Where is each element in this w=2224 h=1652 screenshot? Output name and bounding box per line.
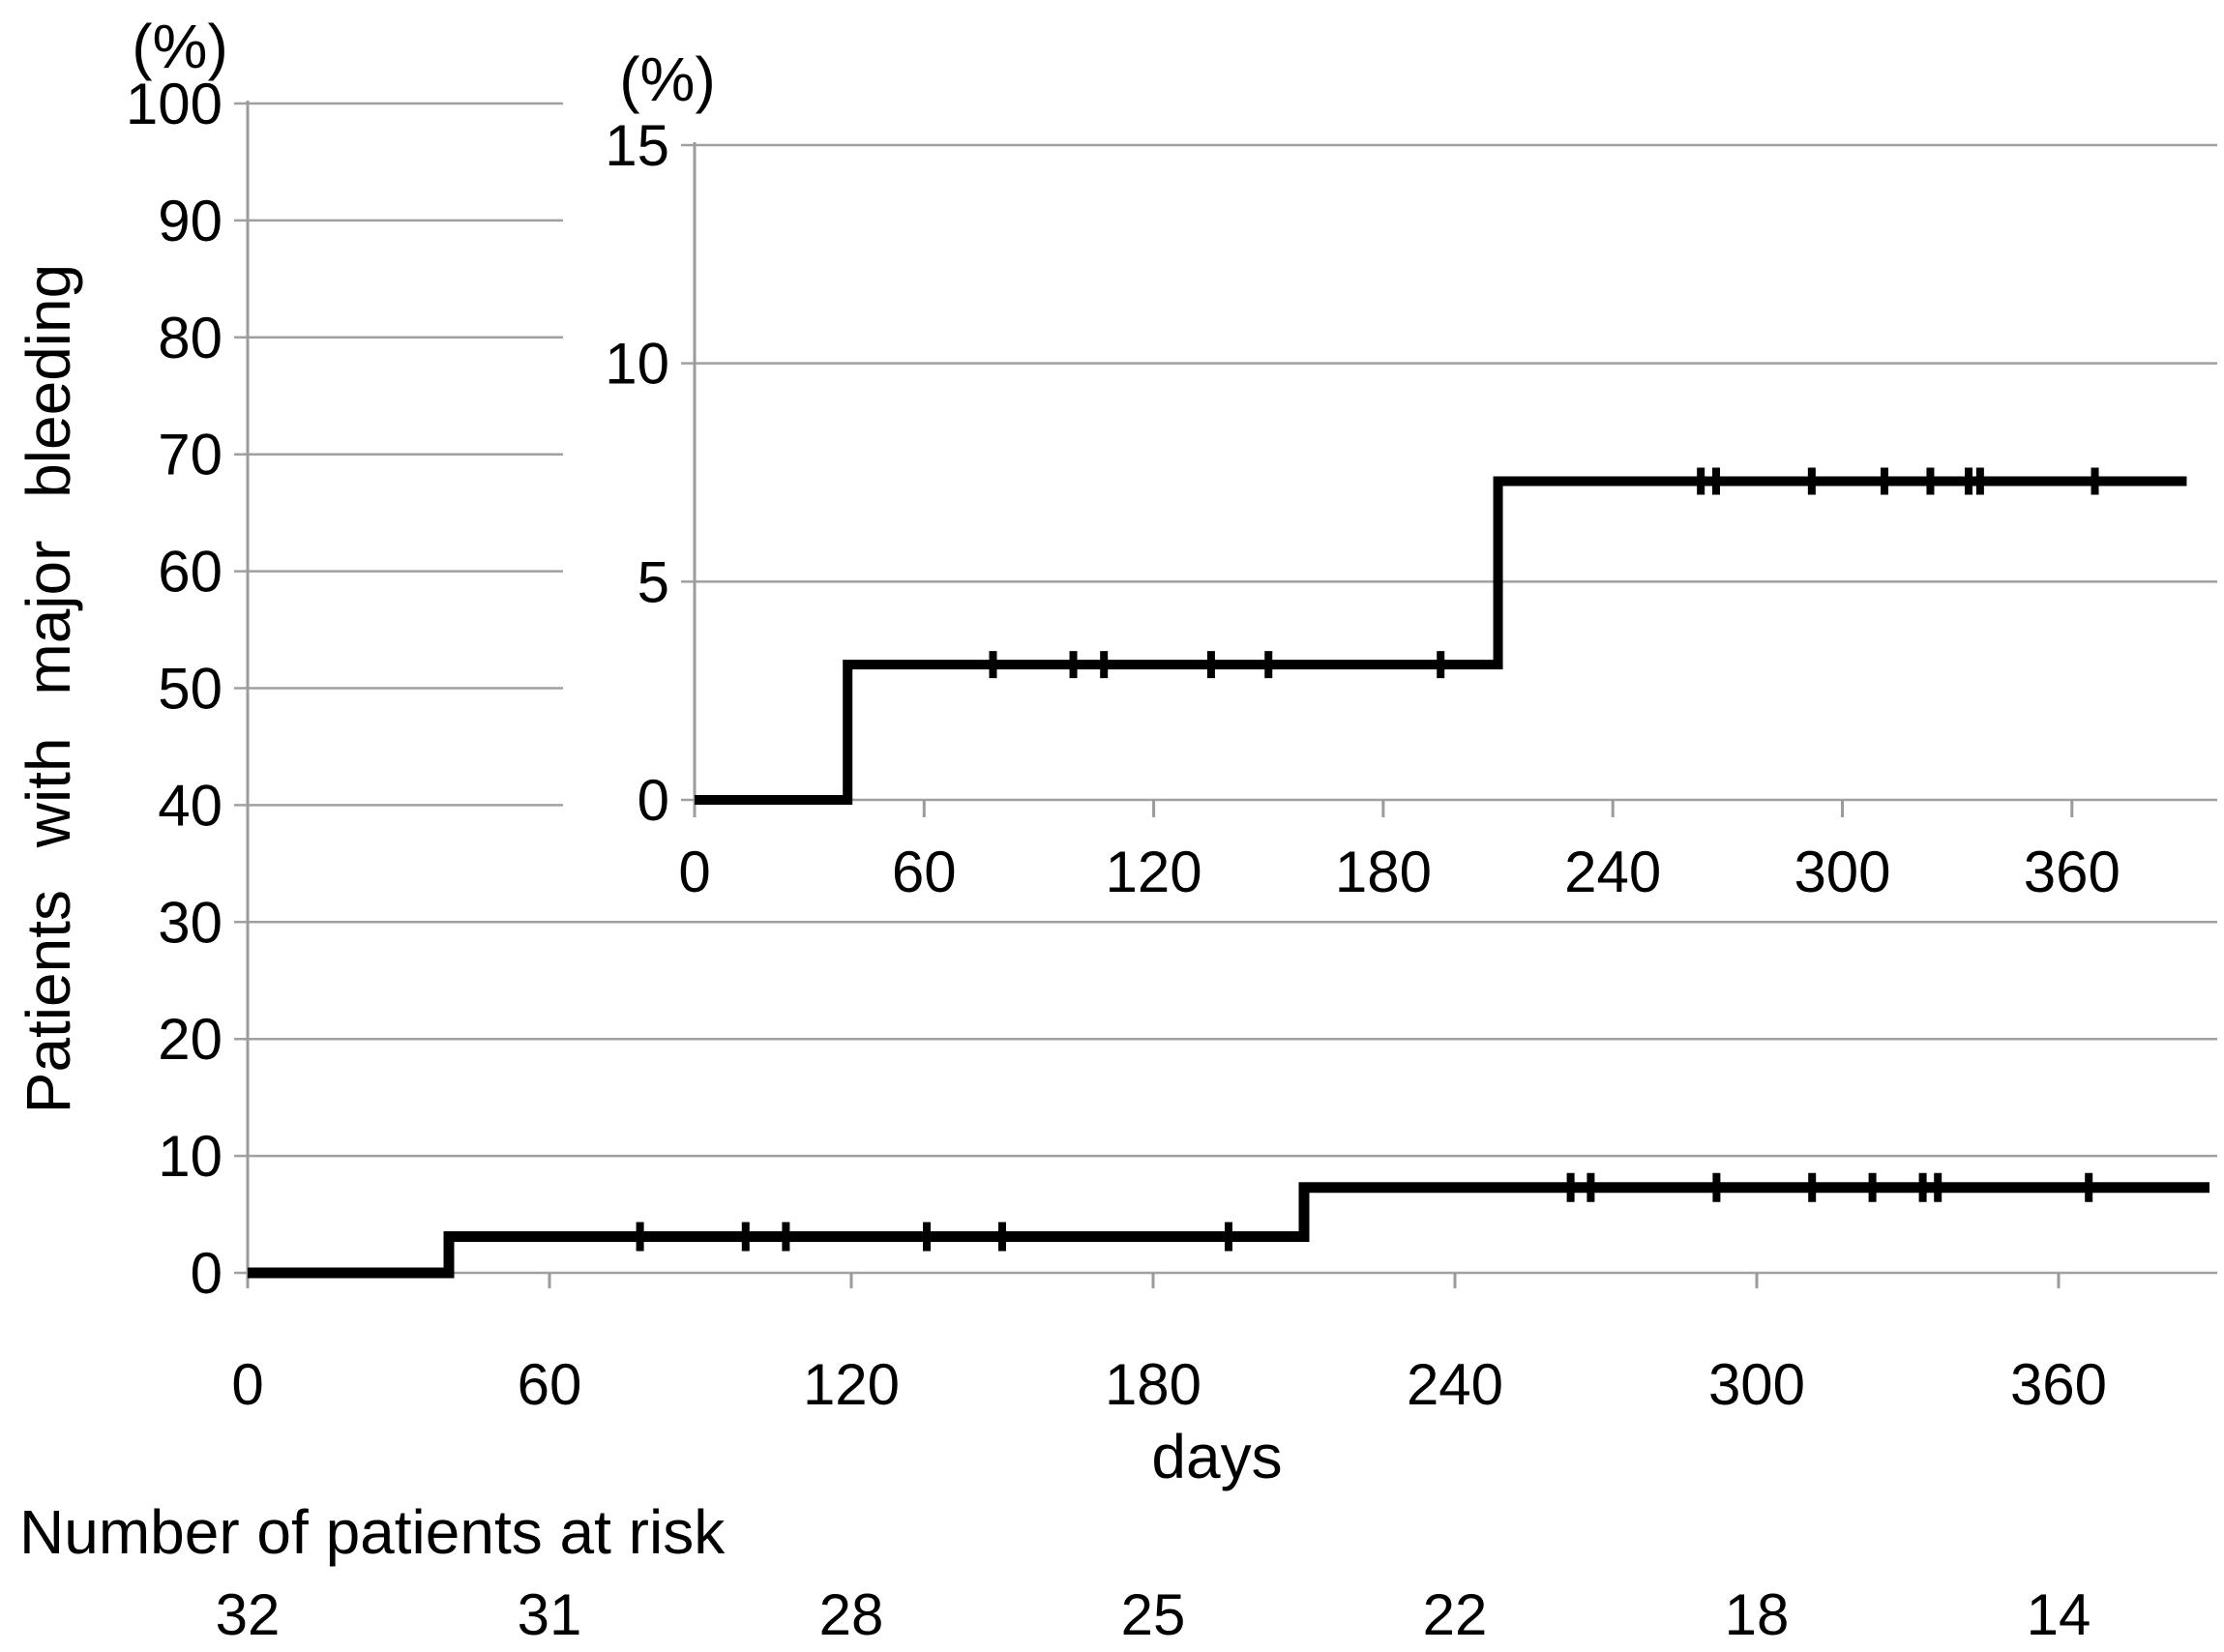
y-tick-label-60: 60: [158, 540, 222, 605]
y-tick-label-70: 70: [158, 423, 222, 487]
y-tick-label-80: 80: [158, 306, 222, 370]
x-tick-label-0: 0: [231, 1352, 263, 1417]
y-tick-label-20: 20: [158, 1007, 222, 1072]
x-tick-label-120: 120: [803, 1352, 900, 1417]
x-tick-label-60: 60: [518, 1352, 582, 1417]
x-tick-label-300: 300: [1794, 840, 1890, 904]
y-tick-label-5: 5: [638, 549, 669, 614]
y-tick-label-0: 0: [638, 768, 669, 833]
x-tick-label-120: 120: [1106, 840, 1202, 904]
risk-table-header: Number of patients at risk: [19, 1497, 726, 1567]
patients-at-risk-count-day-300: 18: [1725, 1582, 1790, 1647]
patients-at-risk-count-day-240: 22: [1423, 1582, 1488, 1647]
x-tick-label-300: 300: [1708, 1352, 1805, 1417]
patients-at-risk-count-day-60: 31: [518, 1582, 582, 1647]
x-tick-label-360: 360: [2024, 840, 2120, 904]
y-tick-label-0: 0: [191, 1241, 222, 1306]
x-tick-label-180: 180: [1335, 840, 1432, 904]
patients-at-risk-count-day-360: 14: [2027, 1582, 2091, 1647]
y-tick-label-15: 15: [605, 113, 669, 178]
y-tick-label-50: 50: [158, 657, 222, 722]
x-tick-label-180: 180: [1105, 1352, 1201, 1417]
x-tick-label-240: 240: [1407, 1352, 1503, 1417]
x-tick-label-0: 0: [678, 840, 710, 904]
y-tick-label-90: 90: [158, 189, 222, 253]
y-tick-label-30: 30: [158, 890, 222, 955]
patients-at-risk-count-day-180: 25: [1121, 1582, 1186, 1647]
y-tick-label-40: 40: [158, 773, 222, 838]
inset-background-panel: [563, 15, 2224, 917]
risk-table-numbers: 32 31 28 25 22 18 14: [216, 1582, 2091, 1647]
survival-step-curve: [695, 476, 2187, 805]
survival-step-curve: [248, 1182, 2209, 1279]
y-tick-label-10: 10: [605, 332, 669, 397]
x-tick-label-240: 240: [1564, 840, 1661, 904]
y-tick-label-10: 10: [158, 1124, 222, 1189]
x-tick-label-60: 60: [892, 840, 957, 904]
inset-plot: 0 5 10 15 0 60 120 180 240 300 360: [563, 15, 2224, 917]
inset-percent-unit-label: (%): [619, 44, 716, 114]
patients-at-risk-count-day-0: 32: [216, 1582, 281, 1647]
main-percent-unit-label: (%): [132, 12, 228, 81]
patients-at-risk-count-day-120: 28: [819, 1582, 884, 1647]
x-tick-label-360: 360: [2010, 1352, 2107, 1417]
y-tick-label-100: 100: [126, 72, 222, 136]
x-axis-title: days: [1151, 1422, 1282, 1491]
y-axis-title: Patients with major bleeding: [14, 264, 83, 1113]
